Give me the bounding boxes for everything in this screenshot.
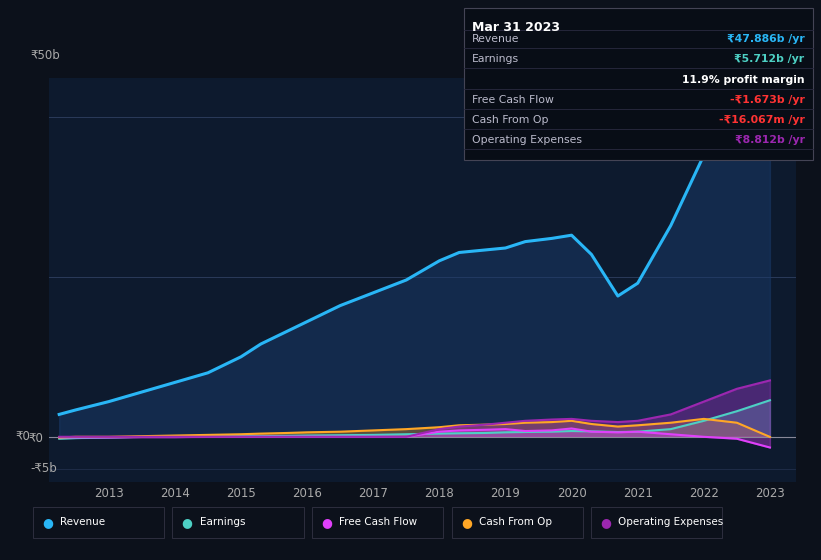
Text: Cash From Op: Cash From Op xyxy=(472,115,548,125)
Text: Earnings: Earnings xyxy=(200,517,245,527)
Text: Cash From Op: Cash From Op xyxy=(479,517,552,527)
Text: Free Cash Flow: Free Cash Flow xyxy=(339,517,417,527)
Text: Earnings: Earnings xyxy=(472,54,519,64)
Text: Mar 31 2023: Mar 31 2023 xyxy=(472,21,560,34)
Text: ●: ● xyxy=(42,516,53,529)
Text: -₹1.673b /yr: -₹1.673b /yr xyxy=(730,95,805,105)
Text: Revenue: Revenue xyxy=(60,517,105,527)
Text: ●: ● xyxy=(461,516,472,529)
Text: Free Cash Flow: Free Cash Flow xyxy=(472,95,554,105)
Text: -₹5b: -₹5b xyxy=(30,463,57,475)
Text: ●: ● xyxy=(181,516,193,529)
Text: ●: ● xyxy=(321,516,333,529)
Text: ₹0: ₹0 xyxy=(16,430,30,444)
Text: ₹8.812b /yr: ₹8.812b /yr xyxy=(735,135,805,145)
Text: 11.9% profit margin: 11.9% profit margin xyxy=(682,74,805,85)
Text: ₹5.712b /yr: ₹5.712b /yr xyxy=(735,54,805,64)
Text: ₹50b: ₹50b xyxy=(30,49,60,62)
Text: Operating Expenses: Operating Expenses xyxy=(618,517,723,527)
Text: -₹16.067m /yr: -₹16.067m /yr xyxy=(718,115,805,125)
Text: Operating Expenses: Operating Expenses xyxy=(472,135,582,145)
Text: Revenue: Revenue xyxy=(472,34,520,44)
Text: ₹47.886b /yr: ₹47.886b /yr xyxy=(727,34,805,44)
Text: ●: ● xyxy=(600,516,612,529)
